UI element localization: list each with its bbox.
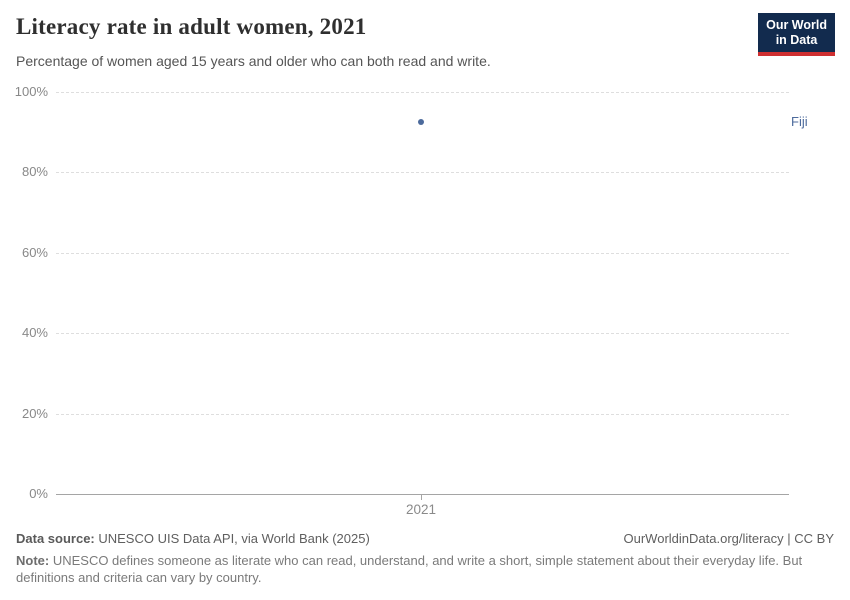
data-point-fiji[interactable]: [418, 119, 424, 125]
owid-logo: Our World in Data: [758, 13, 835, 56]
y-axis-tick-label-40: 40%: [21, 325, 48, 340]
y-axis-tick-label-20: 20%: [21, 406, 48, 421]
gridline-40: [56, 333, 789, 334]
note-text: UNESCO defines someone as literate who c…: [16, 553, 803, 585]
page-title: Literacy rate in adult women, 2021: [16, 14, 367, 39]
owid-logo-line1: Our World: [766, 18, 827, 32]
gridline-80: [56, 172, 789, 173]
owid-logo-line2: in Data: [775, 33, 818, 47]
footer-note: Note: UNESCO defines someone as literate…: [16, 553, 821, 586]
y-axis-tick-label-100: 100%: [14, 84, 48, 99]
data-source-value: UNESCO UIS Data API, via World Bank (202…: [94, 531, 370, 546]
note-label: Note:: [16, 553, 50, 568]
y-axis-tick-label-60: 60%: [21, 245, 48, 260]
x-axis-tick-mark: [421, 495, 422, 500]
data-source-line: Data source: UNESCO UIS Data API, via Wo…: [16, 531, 370, 546]
gridline-20: [56, 414, 789, 415]
gridline-100: [56, 92, 789, 93]
footer-source-row: Data source: UNESCO UIS Data API, via Wo…: [16, 531, 834, 546]
entity-label-fiji[interactable]: Fiji: [791, 114, 808, 129]
data-source-label: Data source:: [16, 531, 95, 546]
gridline-60: [56, 253, 789, 254]
y-axis-tick-label-80: 80%: [21, 164, 48, 179]
x-axis-tick-label: 2021: [405, 502, 437, 517]
y-axis-tick-label-0: 0%: [29, 486, 48, 501]
citation-link[interactable]: OurWorldinData.org/literacy | CC BY: [623, 531, 834, 546]
page-subtitle: Percentage of women aged 15 years and ol…: [16, 53, 491, 69]
x-axis-line: [56, 494, 789, 495]
